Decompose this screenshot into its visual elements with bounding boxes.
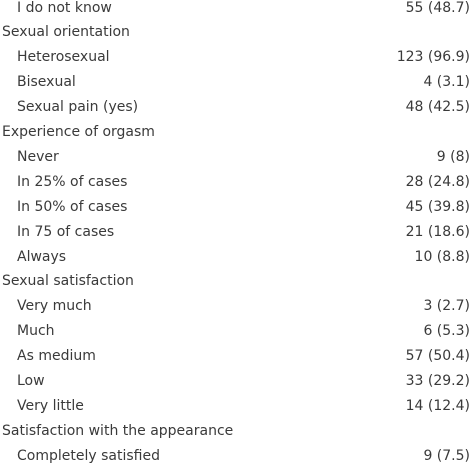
section-title: Experience of orgasm xyxy=(2,124,155,140)
row-label: Much xyxy=(17,323,55,340)
table-row: In 25% of cases 28 (24.8) xyxy=(0,170,474,195)
row-label: Always xyxy=(17,248,67,265)
row-label: Heterosexual xyxy=(17,49,110,66)
row-value: 123 (96.9) xyxy=(396,49,470,66)
row-label: Sexual pain (yes) xyxy=(17,99,139,116)
section-header: Sexual satisfaction xyxy=(0,269,474,294)
table-row: Completely satisfied 9 (7.5) xyxy=(0,444,474,469)
table-row: I do not know 55 (48.7) xyxy=(0,0,474,21)
section-title: Sexual satisfaction xyxy=(2,273,134,290)
row-value: 55 (48.7) xyxy=(405,0,470,16)
row-value: 33 (29.2) xyxy=(405,373,470,389)
table-row: Low 33 (29.2) xyxy=(0,369,474,394)
row-label: In 75 of cases xyxy=(17,223,115,240)
row-value: 10 (8.8) xyxy=(414,248,470,265)
row-label: As medium xyxy=(17,348,96,365)
section-header: Satisfaction with the appearance xyxy=(0,419,474,444)
table-row: Very little 14 (12.4) xyxy=(0,394,474,419)
row-label: Bisexual xyxy=(17,74,76,91)
row-value: 45 (39.8) xyxy=(405,198,470,215)
row-value: 57 (50.4) xyxy=(405,348,470,365)
table-row: Heterosexual 123 (96.9) xyxy=(0,45,474,70)
row-label: Never xyxy=(17,148,59,165)
row-label: Very little xyxy=(17,397,84,414)
row-label: Low xyxy=(17,373,45,389)
row-value: 3 (2.7) xyxy=(423,298,470,315)
row-value: 48 (42.5) xyxy=(405,99,470,116)
table-row: As medium 57 (50.4) xyxy=(0,344,474,369)
table-row: Always 10 (8.8) xyxy=(0,245,474,270)
row-label: I do not know xyxy=(17,0,112,16)
row-value: 21 (18.6) xyxy=(405,223,470,240)
section-title: Sexual orientation xyxy=(2,24,130,41)
row-label: Completely satisfied xyxy=(17,447,160,464)
row-value: 14 (12.4) xyxy=(405,397,470,414)
section-title: Satisfaction with the appearance xyxy=(2,422,234,439)
table-row: Bisexual 4 (3.1) xyxy=(0,70,474,95)
row-value: 9 (7.5) xyxy=(423,447,470,464)
table-row: Very much 3 (2.7) xyxy=(0,294,474,319)
row-label: In 50% of cases xyxy=(17,198,128,215)
row-value: 28 (24.8) xyxy=(405,173,470,190)
section-header: Sexual orientation xyxy=(0,20,474,45)
row-label: Very much xyxy=(17,298,92,315)
table-row: Never 9 (8) xyxy=(0,145,474,170)
row-value: 9 (8) xyxy=(436,148,470,165)
table-row: Sexual pain (yes) 48 (42.5) xyxy=(0,95,474,120)
section-header: Experience of orgasm xyxy=(0,120,474,145)
table-row: In 50% of cases 45 (39.8) xyxy=(0,195,474,220)
row-value: 4 (3.1) xyxy=(423,74,470,91)
row-label: In 25% of cases xyxy=(17,173,128,190)
table-row: In 75 of cases 21 (18.6) xyxy=(0,220,474,245)
table-row: Much 6 (5.3) xyxy=(0,319,474,344)
row-value: 6 (5.3) xyxy=(423,323,470,340)
